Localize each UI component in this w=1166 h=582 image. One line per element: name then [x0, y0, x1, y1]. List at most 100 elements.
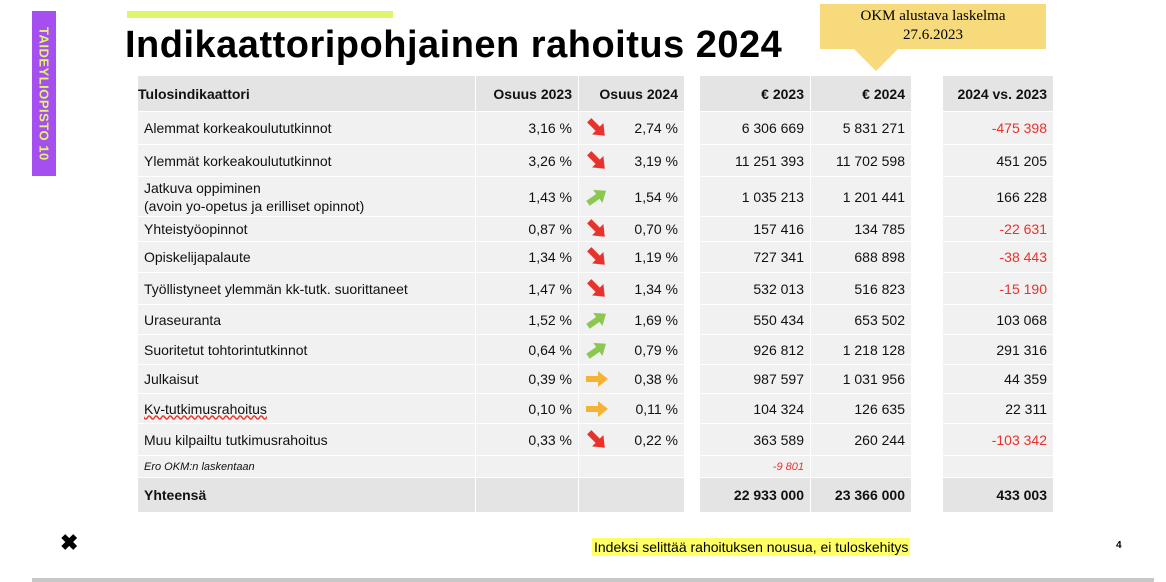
eur-2024: 5 831 271 [811, 112, 911, 144]
share-2023: 0,64 % [476, 335, 578, 364]
eur-2023: 6 306 669 [700, 112, 810, 144]
diff-value: -475 398 [943, 112, 1053, 144]
trend-down-arrow-icon [585, 219, 609, 238]
empty [943, 456, 1053, 477]
eur-2023: 550 434 [700, 305, 810, 334]
share-2024: 0,79 % [579, 335, 684, 364]
share-2023: 3,16 % [476, 112, 578, 144]
eur-2024: 653 502 [811, 305, 911, 334]
eur-2023: 926 812 [700, 335, 810, 364]
indicator-name: Julkaisut [144, 371, 199, 387]
diff-value: -22 631 [943, 217, 1053, 241]
trend-down-arrow-icon [585, 247, 609, 266]
highlight-note: Indeksi selittää rahoituksen nousua, ei … [592, 538, 911, 556]
trend-up-arrow-icon [585, 188, 609, 206]
trend-up-arrow-icon [585, 311, 609, 329]
diff-value: 103 068 [943, 305, 1053, 334]
trend-up-arrow-icon [585, 341, 609, 359]
total-eur-2024: 23 366 000 [811, 478, 911, 512]
share-2024: 1,69 % [579, 305, 684, 334]
indicator-name: Suoritetut tohtorintutkinnot [144, 341, 308, 358]
share-2023: 0,87 % [476, 217, 578, 241]
share-2024: 3,19 % [579, 145, 684, 176]
share-2024: 1,34 % [579, 273, 684, 304]
indicator-name: Alemmat korkeakoulututkinnot [144, 120, 332, 136]
empty [579, 456, 684, 477]
header-eur-2024: € 2024 [811, 76, 911, 111]
eur-2024: 126 635 [811, 394, 911, 423]
indicator-name: Työllistyneet ylemmän kk-tutk. suorittan… [144, 280, 408, 297]
share-2024-value: 1,19 % [634, 249, 678, 265]
share-2024-value: 1,69 % [634, 311, 678, 328]
eur-2024: 1 031 956 [811, 365, 911, 393]
share-2024-value: 1,54 % [634, 188, 678, 205]
share-2024: 0,11 % [579, 394, 684, 423]
trend-flat-arrow-icon [585, 370, 609, 388]
eur-2023: 104 324 [700, 394, 810, 423]
diff-value: -103 342 [943, 424, 1053, 455]
empty [476, 478, 578, 512]
row-label: Suoritetut tohtorintutkinnot [138, 335, 475, 364]
ero-value: -9 801 [700, 456, 810, 477]
empty [579, 478, 684, 512]
trend-down-arrow-icon [585, 150, 609, 170]
accent-bar [127, 11, 393, 18]
share-2023: 3,26 % [476, 145, 578, 176]
share-2024: 0,38 % [579, 365, 684, 393]
share-2024-value: 1,34 % [634, 280, 678, 297]
eur-2024: 688 898 [811, 242, 911, 272]
trend-down-arrow-icon [585, 278, 609, 298]
indicator-name: Jatkuva oppiminen [144, 179, 261, 196]
row-label: Ylemmät korkeakoulututkinnot [138, 145, 475, 176]
eur-2024: 260 244 [811, 424, 911, 455]
row-label: Julkaisut [138, 365, 475, 393]
diff-value: 44 359 [943, 365, 1053, 393]
indicator-name: Opiskelijapalaute [144, 249, 251, 265]
callout-line1: OKM alustava laskelma [860, 8, 1006, 24]
share-2023: 1,52 % [476, 305, 578, 334]
callout-pointer [854, 49, 898, 71]
eur-2024: 1 218 128 [811, 335, 911, 364]
header-eur-2023: € 2023 [700, 76, 810, 111]
eur-2023: 987 597 [700, 365, 810, 393]
diff-value: 22 311 [943, 394, 1053, 423]
row-label: Työllistyneet ylemmän kk-tutk. suorittan… [138, 273, 475, 304]
diff-value: -38 443 [943, 242, 1053, 272]
share-2024: 1,54 % [579, 177, 684, 216]
trend-down-arrow-icon [585, 118, 609, 137]
header-indicator: Tulosindikaattori [138, 76, 475, 111]
row-label: Uraseuranta [138, 305, 475, 334]
row-label: Muu kilpailtu tutkimusrahoitus [138, 424, 475, 455]
indicator-name: Kv-tutkimusrahoitus [144, 400, 267, 417]
share-2024: 0,70 % [579, 217, 684, 241]
ero-label: Ero OKM:n laskentaan [138, 456, 475, 477]
row-label: Opiskelijapalaute [138, 242, 475, 272]
header-diff: 2024 vs. 2023 [943, 76, 1053, 111]
eur-2023: 157 416 [700, 217, 810, 241]
share-2024-value: 2,74 % [634, 120, 678, 136]
share-2024-value: 0,11 % [635, 400, 678, 417]
indicator-name: Uraseuranta [144, 311, 222, 328]
empty [811, 456, 911, 477]
share-2023: 0,39 % [476, 365, 578, 393]
eur-2023: 11 251 393 [700, 145, 810, 176]
indicator-subtitle: (avoin yo-opetus ja erilliset opinnot) [144, 197, 365, 214]
share-2024-value: 0,79 % [634, 341, 678, 358]
close-x-icon: ✖ [60, 530, 79, 555]
share-2024-value: 0,38 % [634, 371, 678, 387]
eur-2023: 363 589 [700, 424, 810, 455]
eur-2023: 1 035 213 [700, 177, 810, 216]
eur-2024: 516 823 [811, 273, 911, 304]
total-diff: 433 003 [943, 478, 1053, 512]
trend-flat-arrow-icon [585, 400, 609, 418]
share-2023: 1,47 % [476, 273, 578, 304]
trend-down-arrow-icon [585, 429, 609, 449]
share-2024-value: 0,22 % [634, 431, 678, 448]
diff-value: 166 228 [943, 177, 1053, 216]
share-2024: 1,19 % [579, 242, 684, 272]
callout-box: OKM alustava laskelma 27.6.2023 [820, 4, 1046, 49]
brand-logo: TAIDEYLIOPISTO 10 [32, 11, 56, 176]
indicator-name: Muu kilpailtu tutkimusrahoitus [144, 431, 328, 448]
eur-2024: 134 785 [811, 217, 911, 241]
eur-2024: 11 702 598 [811, 145, 911, 176]
